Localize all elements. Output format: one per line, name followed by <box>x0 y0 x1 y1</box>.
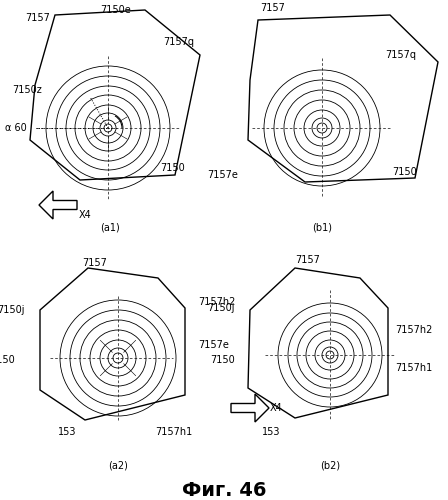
Text: 7157h2: 7157h2 <box>395 325 432 335</box>
Polygon shape <box>39 191 77 219</box>
Text: (b2): (b2) <box>320 460 340 470</box>
Text: 7150: 7150 <box>160 163 185 173</box>
Text: 7157: 7157 <box>25 13 50 23</box>
Text: 7150: 7150 <box>392 167 417 177</box>
Text: 7150z: 7150z <box>12 85 42 95</box>
Text: 7150j: 7150j <box>0 305 25 315</box>
Text: X4: X4 <box>270 403 283 413</box>
Text: 7157q: 7157q <box>163 37 194 47</box>
Text: 7157e: 7157e <box>207 170 238 180</box>
Text: Фиг. 46: Фиг. 46 <box>182 480 266 500</box>
Text: 7150e: 7150e <box>100 5 131 15</box>
Text: 7157h2: 7157h2 <box>198 297 235 307</box>
Text: 7157: 7157 <box>295 255 320 265</box>
Text: 7157: 7157 <box>82 258 107 268</box>
Text: 153: 153 <box>58 427 77 437</box>
Text: 7150j: 7150j <box>207 303 235 313</box>
Text: (a1): (a1) <box>100 223 120 233</box>
Text: (b1): (b1) <box>312 223 332 233</box>
Text: 153: 153 <box>262 427 280 437</box>
Text: 7150: 7150 <box>0 355 15 365</box>
Text: 7157: 7157 <box>260 3 285 13</box>
Text: 7150: 7150 <box>210 355 235 365</box>
Polygon shape <box>231 394 269 422</box>
Text: (a2): (a2) <box>108 460 128 470</box>
Text: X4: X4 <box>79 210 92 220</box>
Text: 7157h1: 7157h1 <box>155 427 192 437</box>
Text: 7157e: 7157e <box>198 340 229 350</box>
Text: 7157h1: 7157h1 <box>395 363 432 373</box>
Text: 7157q: 7157q <box>385 50 416 60</box>
Text: α 60: α 60 <box>5 123 27 133</box>
